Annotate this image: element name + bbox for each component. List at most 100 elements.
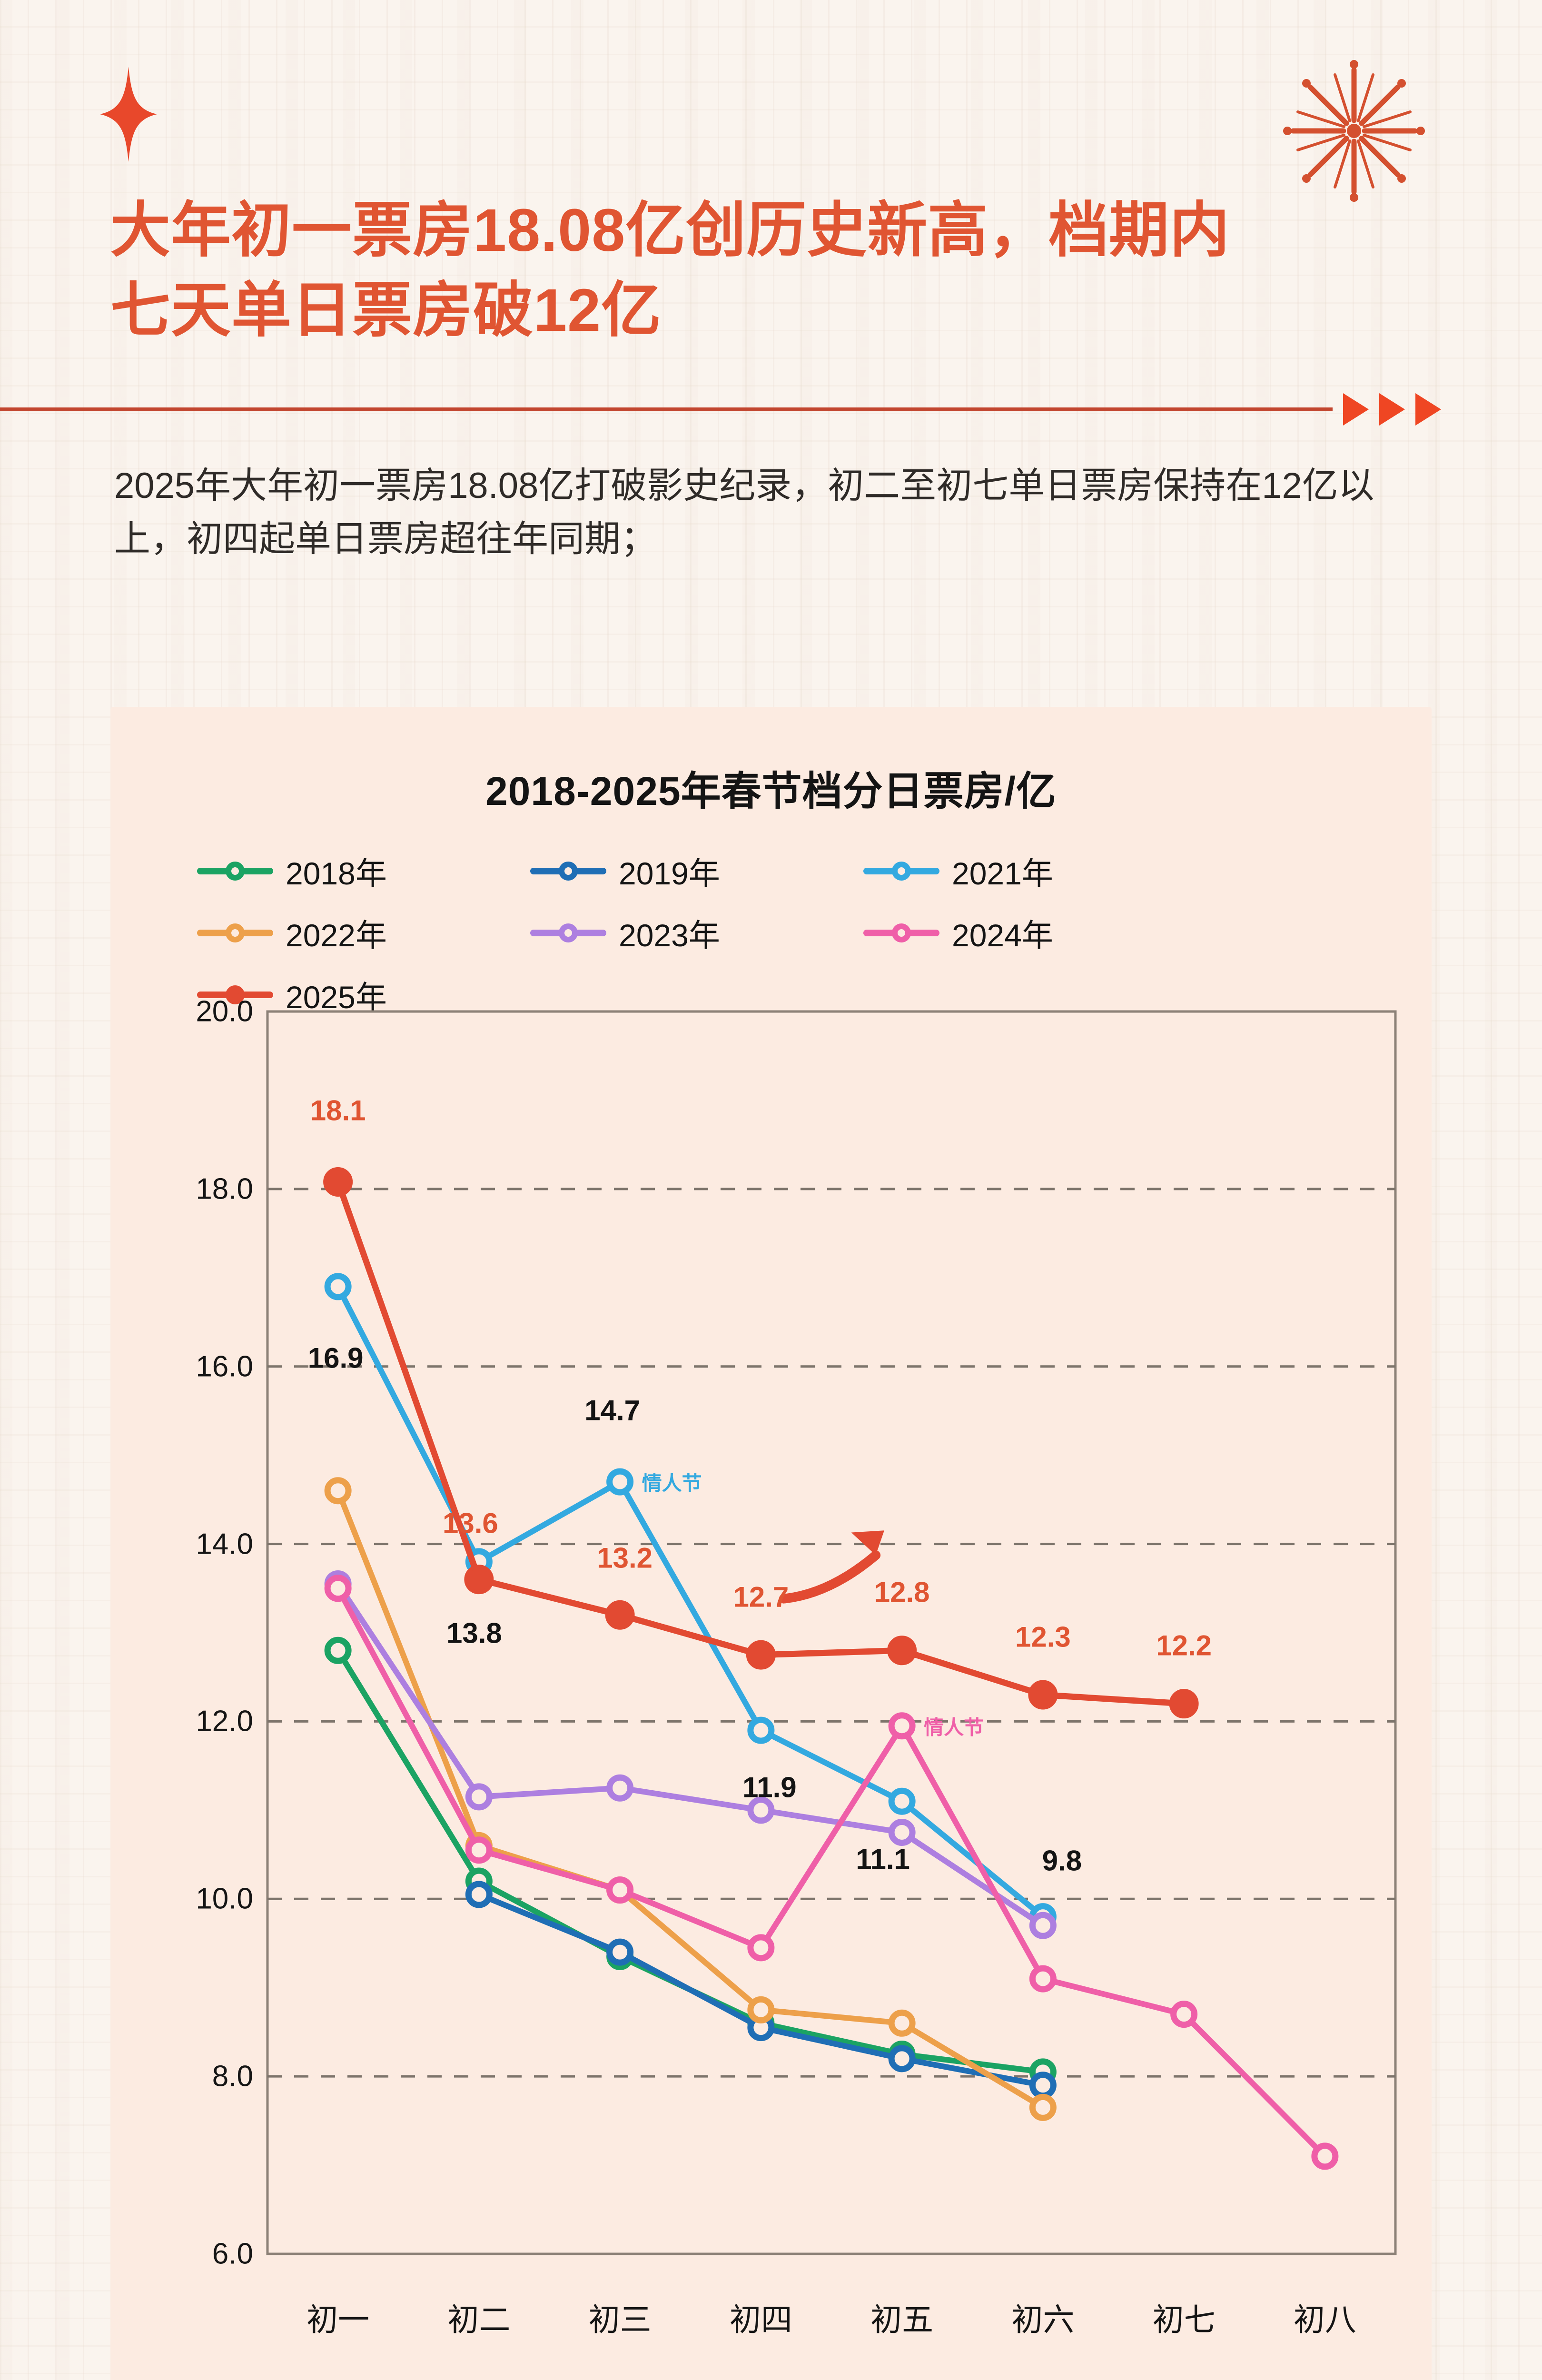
series-marker-2024年 (1170, 2001, 1198, 2028)
data-point-label: 12.2 (1156, 1629, 1212, 1662)
series-marker-2025年 (605, 1600, 635, 1630)
series-marker-2021年 (606, 1468, 634, 1496)
data-point-label: 9.8 (1042, 1844, 1082, 1877)
series-line-2024年 (335, 1585, 1328, 2159)
series-marker-2025年 (323, 1167, 353, 1197)
chart-annotation: 情人节 (924, 1716, 984, 1739)
series-marker-2022年 (747, 1996, 775, 2023)
series-marker-2024年 (1311, 2142, 1339, 2170)
series-marker-2025年 (464, 1565, 494, 1595)
x-axis-tick-label: 初六 (1011, 2302, 1075, 2337)
divider-line (0, 407, 1333, 411)
growth-arrow-head-icon (851, 1530, 884, 1556)
legend-label: 2019年 (619, 856, 720, 891)
y-axis-tick-label: 10.0 (196, 1882, 253, 1915)
chevron-right-icon (1379, 393, 1405, 426)
data-point-label: 12.3 (1015, 1621, 1071, 1653)
series-marker-2024年 (465, 1836, 493, 1864)
y-axis-tick-label: 16.0 (196, 1350, 253, 1383)
legend-marker-icon (863, 861, 939, 882)
page-subtitle: 2025年大年初一票房18.08亿打破影史纪录，初二至初七单日票房保持在12亿以… (114, 466, 1374, 560)
series-marker-2019年 (888, 2045, 916, 2073)
series-marker-2018年 (324, 1636, 352, 1664)
legend-marker-icon (197, 861, 273, 882)
legend-label: 2018年 (286, 856, 387, 891)
x-axis-tick-label: 初三 (588, 2302, 652, 2337)
series-marker-2025年 (887, 1636, 917, 1666)
legend-label: 2022年 (286, 918, 387, 953)
legend-item-2022年[interactable]: 2022年 (197, 902, 530, 964)
growth-arrow-icon (779, 1550, 881, 1604)
chevron-right-icon (1415, 393, 1441, 426)
x-axis-tick-label: 初四 (729, 2302, 792, 2337)
series-line-2023年 (335, 1581, 1046, 1929)
series-marker-2023年 (465, 1783, 493, 1811)
series-marker-2019年 (606, 1938, 634, 1966)
data-point-label: 12.8 (874, 1576, 930, 1608)
series-marker-2024年 (324, 1575, 352, 1602)
series-marker-2021年 (324, 1273, 352, 1300)
data-point-label: 16.9 (307, 1342, 364, 1374)
y-axis-tick-label: 8.0 (212, 2060, 253, 2093)
legend-marker-icon (530, 922, 606, 943)
chart-card: 2018-2025年春节档分日票房/亿 2018年 2019年 2021年 2022年… (110, 707, 1432, 2380)
series-marker-2023年 (888, 1818, 916, 1846)
series-marker-2022年 (888, 2009, 916, 2037)
sparkle-icon (100, 67, 157, 162)
data-point-label: 12.7 (733, 1581, 789, 1613)
series-marker-2023年 (1029, 1912, 1057, 1939)
y-axis-tick-label: 14.0 (196, 1527, 253, 1561)
firework-icon (1283, 60, 1425, 202)
chart-legend: 2018年 2019年 2021年 2022年 2023年 2024年 2025年 (197, 840, 1244, 1026)
series-marker-2024年 (606, 1876, 634, 1904)
series-marker-2021年 (888, 1787, 916, 1815)
legend-item-2021年[interactable]: 2021年 (863, 840, 1196, 902)
series-marker-2022年 (324, 1477, 352, 1505)
series-line-2022年 (335, 1488, 1046, 2111)
data-point-label: 18.1 (310, 1094, 366, 1127)
legend-item-2024年[interactable]: 2024年 (863, 902, 1196, 964)
x-axis-tick-label: 初五 (870, 2302, 934, 2337)
legend-label: 2023年 (619, 918, 720, 953)
series-marker-2021年 (747, 1716, 775, 1744)
x-axis-tick-label: 初一 (306, 2302, 370, 2337)
series-marker-2024年 (747, 1934, 775, 1962)
data-point-label: 13.2 (597, 1542, 653, 1574)
section-divider (0, 393, 1542, 426)
data-point-label: 11.1 (856, 1843, 910, 1875)
series-marker-2019年 (465, 1881, 493, 1908)
legend-item-2023年[interactable]: 2023年 (530, 902, 863, 964)
y-axis-tick-label: 18.0 (196, 1172, 253, 1206)
series-marker-2022年 (1029, 2093, 1057, 2121)
x-axis-tick-label: 初二 (447, 2302, 511, 2337)
legend-marker-icon (530, 861, 606, 882)
y-axis-tick-label: 20.0 (196, 995, 253, 1028)
series-marker-2025年 (1028, 1680, 1058, 1710)
legend-marker-icon (863, 922, 939, 943)
chevron-right-icon (1343, 393, 1369, 426)
legend-label: 2024年 (952, 918, 1053, 953)
legend-item-2025年[interactable]: 2025年 (197, 964, 530, 1026)
legend-marker-icon (197, 984, 273, 1005)
legend-label: 2025年 (286, 980, 387, 1015)
divider-arrow-group (1343, 393, 1441, 426)
x-axis-tick-label: 初八 (1293, 2302, 1356, 2337)
series-marker-2019年 (1029, 2072, 1057, 2099)
page-title: 大年初一票房18.08亿创历史新高，档期内七天单日票房破12亿 (110, 197, 1230, 344)
legend-marker-icon (197, 922, 273, 943)
series-marker-2023年 (606, 1774, 634, 1802)
series-marker-2024年 (1029, 1965, 1057, 1993)
line-chart-svg (266, 1010, 1397, 2255)
chart-plot-area: 6.0 8.0 10.0 12.0 14.0 16.0 18.0 20.0 初一 初二 初三 初四 初五… (110, 992, 1432, 2380)
chart-title: 2018-2025年春节档分日票房/亿 (485, 769, 1057, 813)
y-axis-tick-label: 6.0 (212, 2237, 253, 2271)
legend-label: 2021年 (952, 856, 1053, 891)
series-marker-2025年 (746, 1640, 776, 1670)
series-marker-2025年 (1169, 1689, 1199, 1719)
series-marker-2024年 (888, 1712, 916, 1740)
legend-item-2019年[interactable]: 2019年 (530, 840, 863, 902)
data-point-label: 13.6 (442, 1507, 498, 1539)
legend-item-2018年[interactable]: 2018年 (197, 840, 530, 902)
series-marker-2023年 (747, 1796, 775, 1824)
